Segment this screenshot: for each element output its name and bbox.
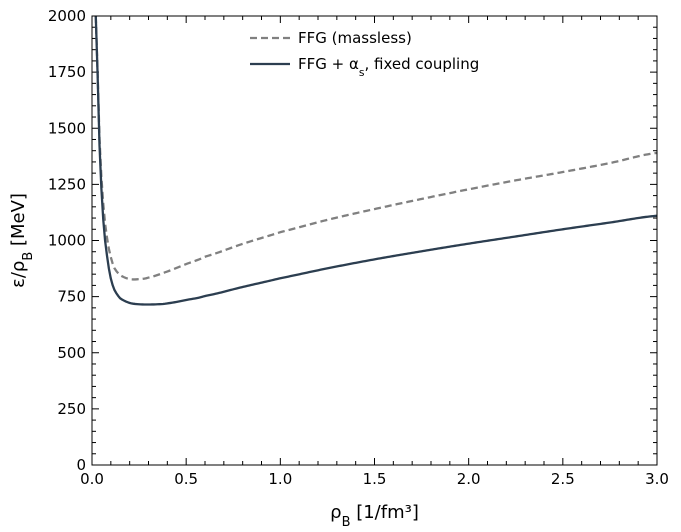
- tick-labels: 0.0 0.5 1.0 1.5 2.0 2.5 3.0 0 250 500 750 1000 1250 1…: [48, 7, 669, 488]
- series-ffg-massless-line: [94, 15, 658, 281]
- y-tick-label: 1000: [48, 232, 86, 250]
- x-tick-label: 2.0: [457, 470, 481, 488]
- series-lines: [94, 15, 658, 306]
- series-ffg-alpha-line: [94, 15, 658, 306]
- axis-ticks: [91, 15, 658, 466]
- y-tick-label: 1500: [48, 119, 86, 137]
- y-tick-label: 0: [76, 456, 86, 474]
- y-axis-label: ε/ρB [MeV]: [8, 193, 36, 288]
- x-tick-label: 3.0: [645, 470, 669, 488]
- y-tick-label: 250: [57, 400, 86, 418]
- x-tick-label: 1.5: [363, 470, 387, 488]
- y-tick-label: 1250: [48, 175, 86, 193]
- x-axis-label: ρB [1/fm³]: [330, 502, 419, 530]
- legend: FFG (massless) FFG + αs, fixed coupling: [250, 29, 479, 79]
- legend-label: FFG (massless): [298, 29, 412, 47]
- y-tick-label: 750: [57, 288, 86, 306]
- y-tick-label: 1750: [48, 63, 86, 81]
- x-tick-label: 2.5: [551, 470, 575, 488]
- x-tick-label: 1.0: [268, 470, 292, 488]
- plot-frame: [91, 15, 658, 466]
- y-tick-label: 2000: [48, 7, 86, 25]
- x-tick-label: 0.0: [80, 470, 104, 488]
- legend-label: FFG + αs, fixed coupling: [298, 55, 479, 79]
- x-tick-label: 0.5: [174, 470, 198, 488]
- y-tick-label: 500: [57, 344, 86, 362]
